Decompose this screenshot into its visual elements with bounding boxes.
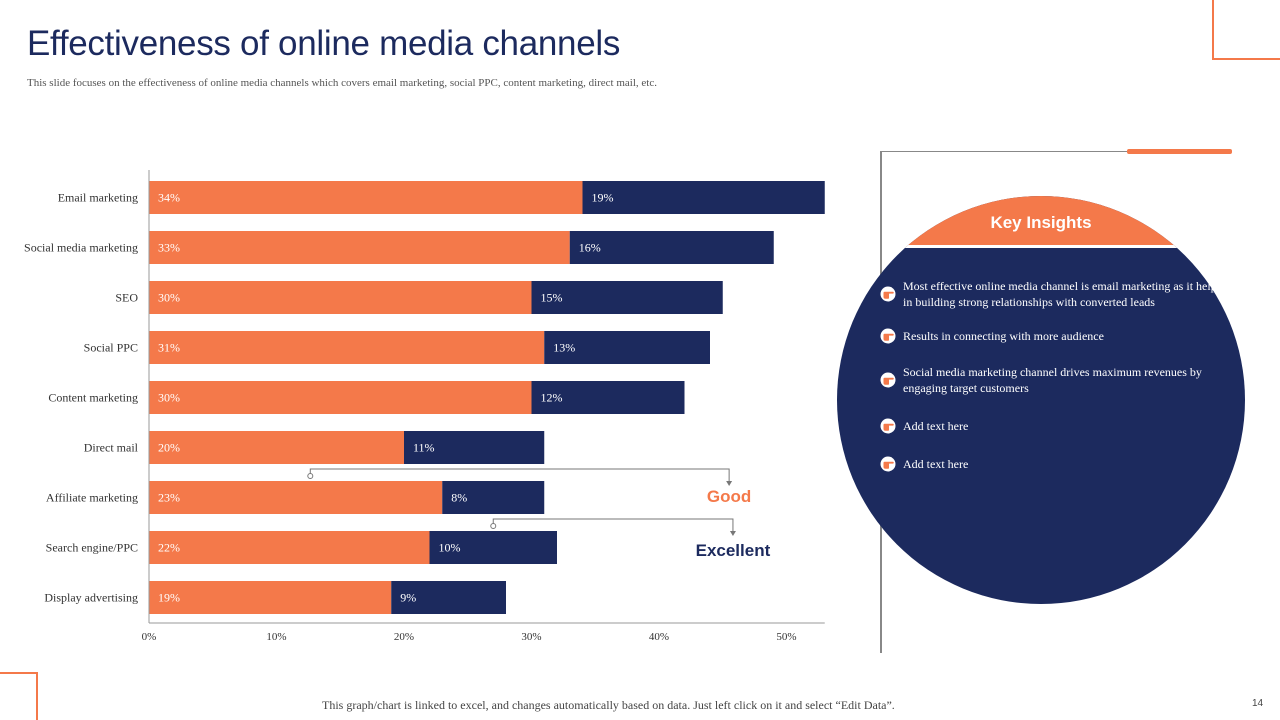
category-label-direct-mail: Direct mail	[84, 441, 139, 455]
x-tick-label: 40%	[649, 631, 669, 643]
slide-title: Effectiveness of online media channels	[27, 24, 621, 63]
insight-item: Results in connecting with more audience	[880, 328, 1228, 344]
data-label-excellent-display-advertising: 9%	[400, 591, 416, 605]
data-label-good-affiliate-marketing: 23%	[158, 491, 180, 505]
callout-line-good	[309, 468, 730, 483]
bar-good-direct-mail	[149, 431, 404, 464]
bar-good-display-advertising	[149, 581, 392, 614]
insight-text: Most effective online media channel is e…	[903, 279, 1222, 309]
data-label-good-display-advertising: 19%	[158, 591, 180, 605]
data-label-excellent-search-engine-ppc: 10%	[439, 541, 461, 555]
category-label-social-media-marketing: Social media marketing	[24, 241, 138, 255]
data-label-good-direct-mail: 20%	[158, 441, 180, 455]
category-label-affiliate-marketing: Affiliate marketing	[46, 491, 138, 505]
bar-excellent-seo	[531, 281, 723, 314]
category-label-email-marketing: Email marketing	[58, 191, 138, 205]
bar-excellent-direct-mail	[404, 431, 545, 464]
data-label-excellent-seo: 15%	[541, 291, 563, 305]
insight-item: Add text here	[880, 418, 1228, 434]
data-label-good-search-engine-ppc: 22%	[158, 541, 180, 555]
data-label-good-email-marketing: 34%	[158, 191, 180, 205]
data-label-excellent-direct-mail: 11%	[413, 441, 435, 455]
callout-arrow-good	[726, 481, 733, 486]
insight-text: Social media marketing channel drives ma…	[903, 365, 1202, 395]
bar-good-search-engine-ppc	[149, 531, 430, 564]
bar-good-email-marketing	[149, 181, 583, 214]
key-insights-divider	[837, 245, 1245, 248]
bar-good-content-marketing	[149, 381, 532, 414]
data-label-good-social-ppc: 31%	[158, 341, 180, 355]
key-insights-list: Most effective online media channel is e…	[880, 278, 1228, 472]
data-label-good-content-marketing: 30%	[158, 391, 180, 405]
bar-excellent-social-ppc	[544, 331, 710, 364]
pointing-hand-icon	[880, 286, 896, 302]
bar-excellent-display-advertising	[391, 581, 506, 614]
footer-note: This graph/chart is linked to excel, and…	[322, 698, 895, 712]
insight-text: Add text here	[903, 419, 969, 433]
data-label-excellent-affiliate-marketing: 8%	[451, 491, 467, 505]
rating-label-good: Good	[707, 487, 751, 506]
insight-item: Add text here	[880, 456, 1228, 472]
bar-excellent-content-marketing	[531, 381, 685, 414]
x-tick-label: 30%	[521, 631, 541, 643]
callout-line-excellent	[492, 518, 734, 533]
data-label-excellent-email-marketing: 19%	[592, 191, 614, 205]
pointing-hand-icon	[880, 372, 896, 388]
bar-good-social-ppc	[149, 331, 545, 364]
callout-dot-good	[307, 473, 314, 479]
data-label-excellent-content-marketing: 12%	[541, 391, 563, 405]
category-label-search-engine-ppc: Search engine/PPC	[46, 541, 138, 555]
insights-panel-accent	[1127, 149, 1232, 154]
bar-good-affiliate-marketing	[149, 481, 443, 514]
insight-text: Results in connecting with more audience	[903, 329, 1104, 343]
top-right-corner-decoration	[1212, 0, 1280, 60]
x-tick-label: 10%	[266, 631, 286, 643]
bar-excellent-search-engine-ppc	[429, 531, 557, 564]
category-label-social-ppc: Social PPC	[84, 341, 138, 355]
key-insights-heading: Key Insights	[990, 213, 1092, 232]
bar-good-seo	[149, 281, 532, 314]
insight-text: Add text here	[903, 457, 969, 471]
x-tick-label: 50%	[776, 631, 796, 643]
data-label-good-social-media-marketing: 33%	[158, 241, 180, 255]
insight-item: Most effective online media channel is e…	[880, 278, 1228, 310]
page-number: 14	[1252, 698, 1264, 709]
rating-label-excellent: Excellent	[696, 541, 771, 560]
key-insights-circle: Key Insights	[837, 196, 1245, 604]
x-axis-ticks: 0% 10% 20% 30% 40% 50%	[142, 631, 797, 643]
data-label-excellent-social-ppc: 13%	[553, 341, 575, 355]
bar-excellent-affiliate-marketing	[442, 481, 545, 514]
category-label-display-advertising: Display advertising	[44, 591, 138, 605]
data-label-good-seo: 30%	[158, 291, 180, 305]
callout-arrow-excellent	[729, 531, 736, 536]
category-label-seo: SEO	[115, 291, 138, 305]
callout-dot-excellent	[490, 523, 497, 529]
chart-annotations: Good Excellent	[307, 468, 771, 560]
category-label-content-marketing: Content marketing	[48, 391, 138, 405]
bar-excellent-social-media-marketing	[569, 231, 774, 264]
chart-bars: Email marketing 34% 19% Social media market…	[24, 181, 825, 614]
insight-item: Social media marketing channel drives ma…	[880, 364, 1228, 396]
slide-subtitle: This slide focuses on the effectiveness …	[27, 77, 657, 89]
insights-panel-top-line	[880, 151, 1130, 152]
key-insights-header-band	[837, 196, 1245, 247]
pointing-hand-icon	[880, 456, 896, 472]
effectiveness-bar-chart[interactable]: 0% 10% 20% 30% 40% 50% Email marketing 34% 19% S…	[0, 0, 880, 660]
x-tick-label: 0%	[142, 631, 157, 643]
pointing-hand-icon	[880, 418, 896, 434]
bar-good-social-media-marketing	[149, 231, 570, 264]
pointing-hand-icon	[880, 328, 896, 344]
data-label-excellent-social-media-marketing: 16%	[579, 241, 601, 255]
x-tick-label: 20%	[394, 631, 414, 643]
bar-excellent-email-marketing	[582, 181, 825, 214]
bottom-left-corner-decoration	[0, 672, 38, 720]
